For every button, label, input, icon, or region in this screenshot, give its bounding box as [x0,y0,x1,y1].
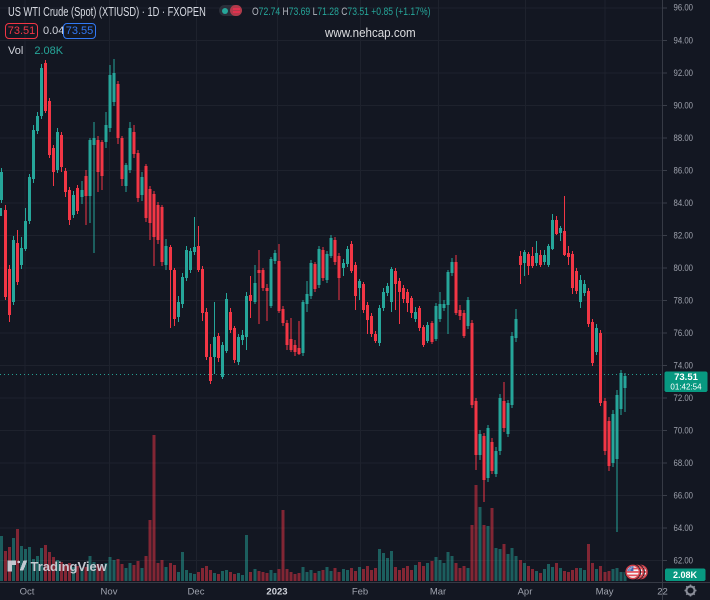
svg-text:73.51: 73.51 [674,372,698,383]
svg-text:2.08K: 2.08K [673,570,698,580]
svg-text:66.00: 66.00 [674,490,694,501]
svg-text:TradingView: TradingView [31,559,108,574]
svg-text:84.00: 84.00 [674,198,694,209]
svg-text:82.00: 82.00 [674,230,694,241]
svg-text:64.00: 64.00 [674,523,694,534]
svg-text:62.00: 62.00 [674,555,694,566]
svg-text:92.00: 92.00 [674,68,694,79]
svg-text:86.00: 86.00 [674,165,694,176]
svg-text:2023: 2023 [266,587,287,598]
svg-text:01:42:54: 01:42:54 [670,383,702,392]
svg-text:70.00: 70.00 [674,425,694,436]
svg-text:22: 22 [657,587,668,598]
svg-text:68.00: 68.00 [674,458,694,469]
svg-text:76.00: 76.00 [674,328,694,339]
svg-text:78.00: 78.00 [674,295,694,306]
svg-text:Nov: Nov [101,587,118,598]
svg-text:72.00: 72.00 [674,393,694,404]
svg-text:May: May [596,587,614,598]
svg-text:Feb: Feb [352,587,368,598]
svg-text:Dec: Dec [188,587,205,598]
svg-text:Apr: Apr [518,587,533,598]
svg-text:96.00: 96.00 [674,3,694,14]
svg-text:90.00: 90.00 [674,100,694,111]
svg-text:Oct: Oct [20,587,35,598]
svg-text:94.00: 94.00 [674,35,694,46]
svg-text:88.00: 88.00 [674,133,694,144]
svg-text:74.00: 74.00 [674,360,694,371]
svg-text:Mar: Mar [430,587,446,598]
svg-text:80.00: 80.00 [674,263,694,274]
